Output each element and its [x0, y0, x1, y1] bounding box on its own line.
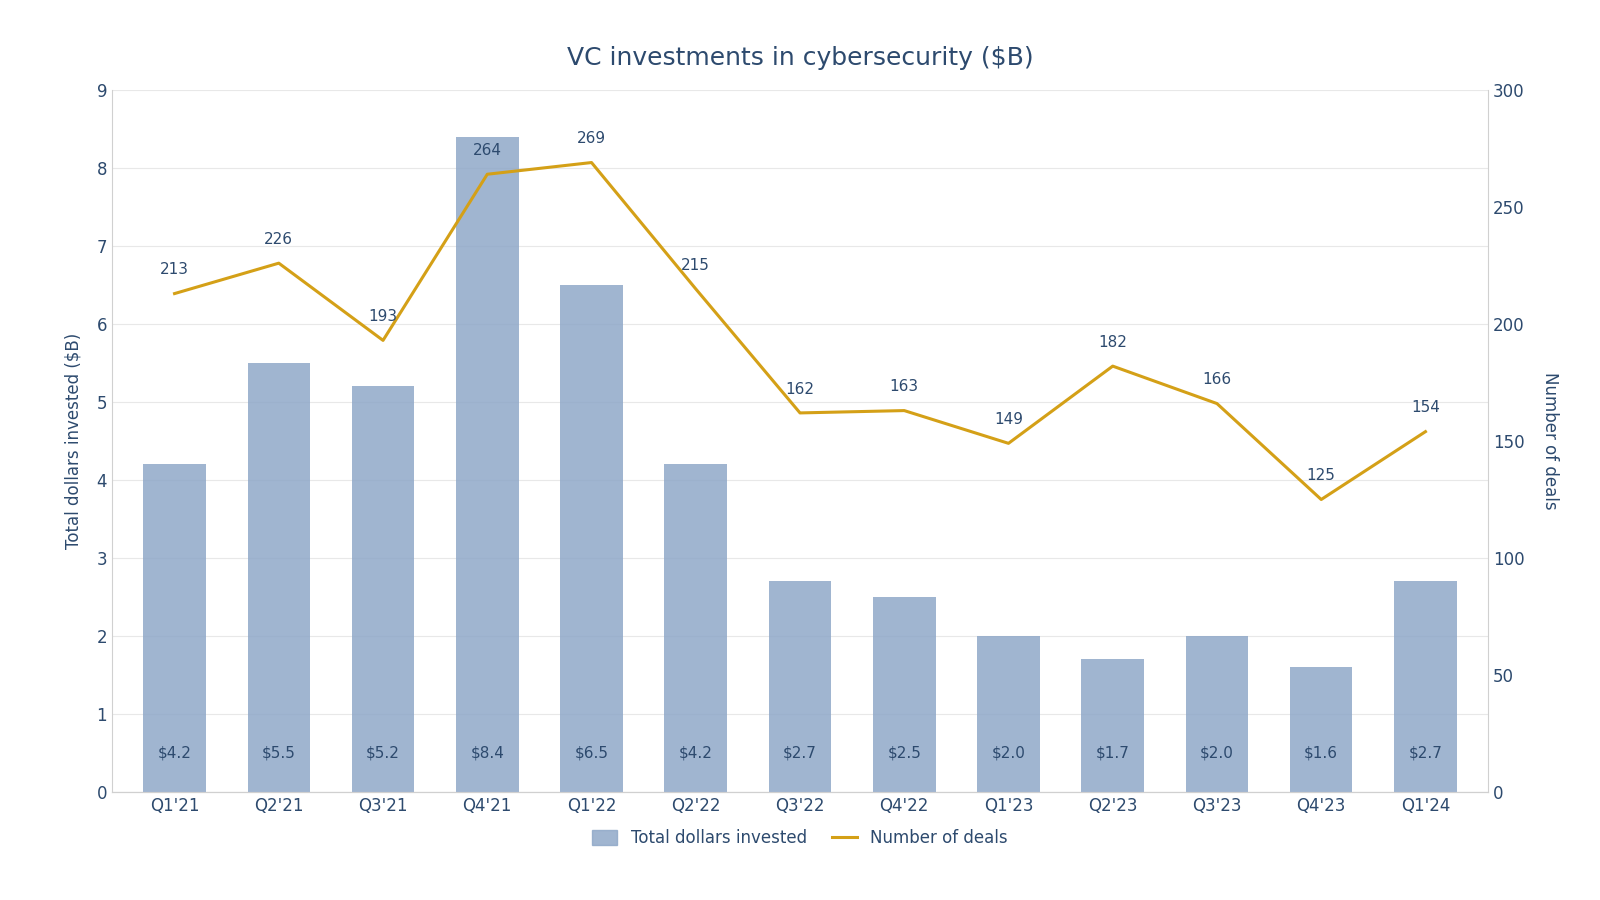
Text: $8.4: $8.4 — [470, 746, 504, 760]
Text: $1.6: $1.6 — [1304, 746, 1338, 760]
Text: $4.2: $4.2 — [678, 746, 712, 760]
Y-axis label: Number of deals: Number of deals — [1541, 373, 1558, 509]
Text: 182: 182 — [1098, 335, 1126, 350]
Text: $2.5: $2.5 — [888, 746, 922, 760]
Title: VC investments in cybersecurity ($B): VC investments in cybersecurity ($B) — [566, 46, 1034, 70]
Text: $4.2: $4.2 — [158, 746, 192, 760]
Bar — [144, 464, 206, 792]
Text: 162: 162 — [786, 382, 814, 397]
Text: $2.7: $2.7 — [782, 746, 818, 760]
Text: 215: 215 — [682, 257, 710, 273]
Bar — [352, 386, 414, 792]
Bar — [1082, 660, 1144, 792]
Legend: Total dollars invested, Number of deals: Total dollars invested, Number of deals — [586, 823, 1014, 854]
Text: 264: 264 — [472, 143, 502, 157]
Bar — [456, 137, 518, 792]
Bar — [664, 464, 726, 792]
Text: $5.2: $5.2 — [366, 746, 400, 760]
Bar — [978, 636, 1040, 792]
Bar — [1394, 581, 1456, 792]
Text: 125: 125 — [1307, 468, 1336, 483]
Text: 154: 154 — [1411, 400, 1440, 415]
Text: $2.7: $2.7 — [1408, 746, 1442, 760]
Text: 213: 213 — [160, 262, 189, 277]
Text: $2.0: $2.0 — [1200, 746, 1234, 760]
Bar — [768, 581, 832, 792]
Text: 193: 193 — [368, 309, 397, 324]
Bar — [874, 597, 936, 792]
Bar — [560, 285, 622, 792]
Bar — [1186, 636, 1248, 792]
Text: $5.5: $5.5 — [262, 746, 296, 760]
Text: 269: 269 — [578, 131, 606, 146]
Bar — [1290, 667, 1352, 792]
Text: $6.5: $6.5 — [574, 746, 608, 760]
Text: 226: 226 — [264, 232, 293, 247]
Bar — [248, 363, 310, 792]
Text: 149: 149 — [994, 412, 1022, 427]
Text: 163: 163 — [890, 379, 918, 394]
Y-axis label: Total dollars invested ($B): Total dollars invested ($B) — [64, 333, 83, 549]
Text: 166: 166 — [1203, 373, 1232, 387]
Text: $1.7: $1.7 — [1096, 746, 1130, 760]
Text: $2.0: $2.0 — [992, 746, 1026, 760]
